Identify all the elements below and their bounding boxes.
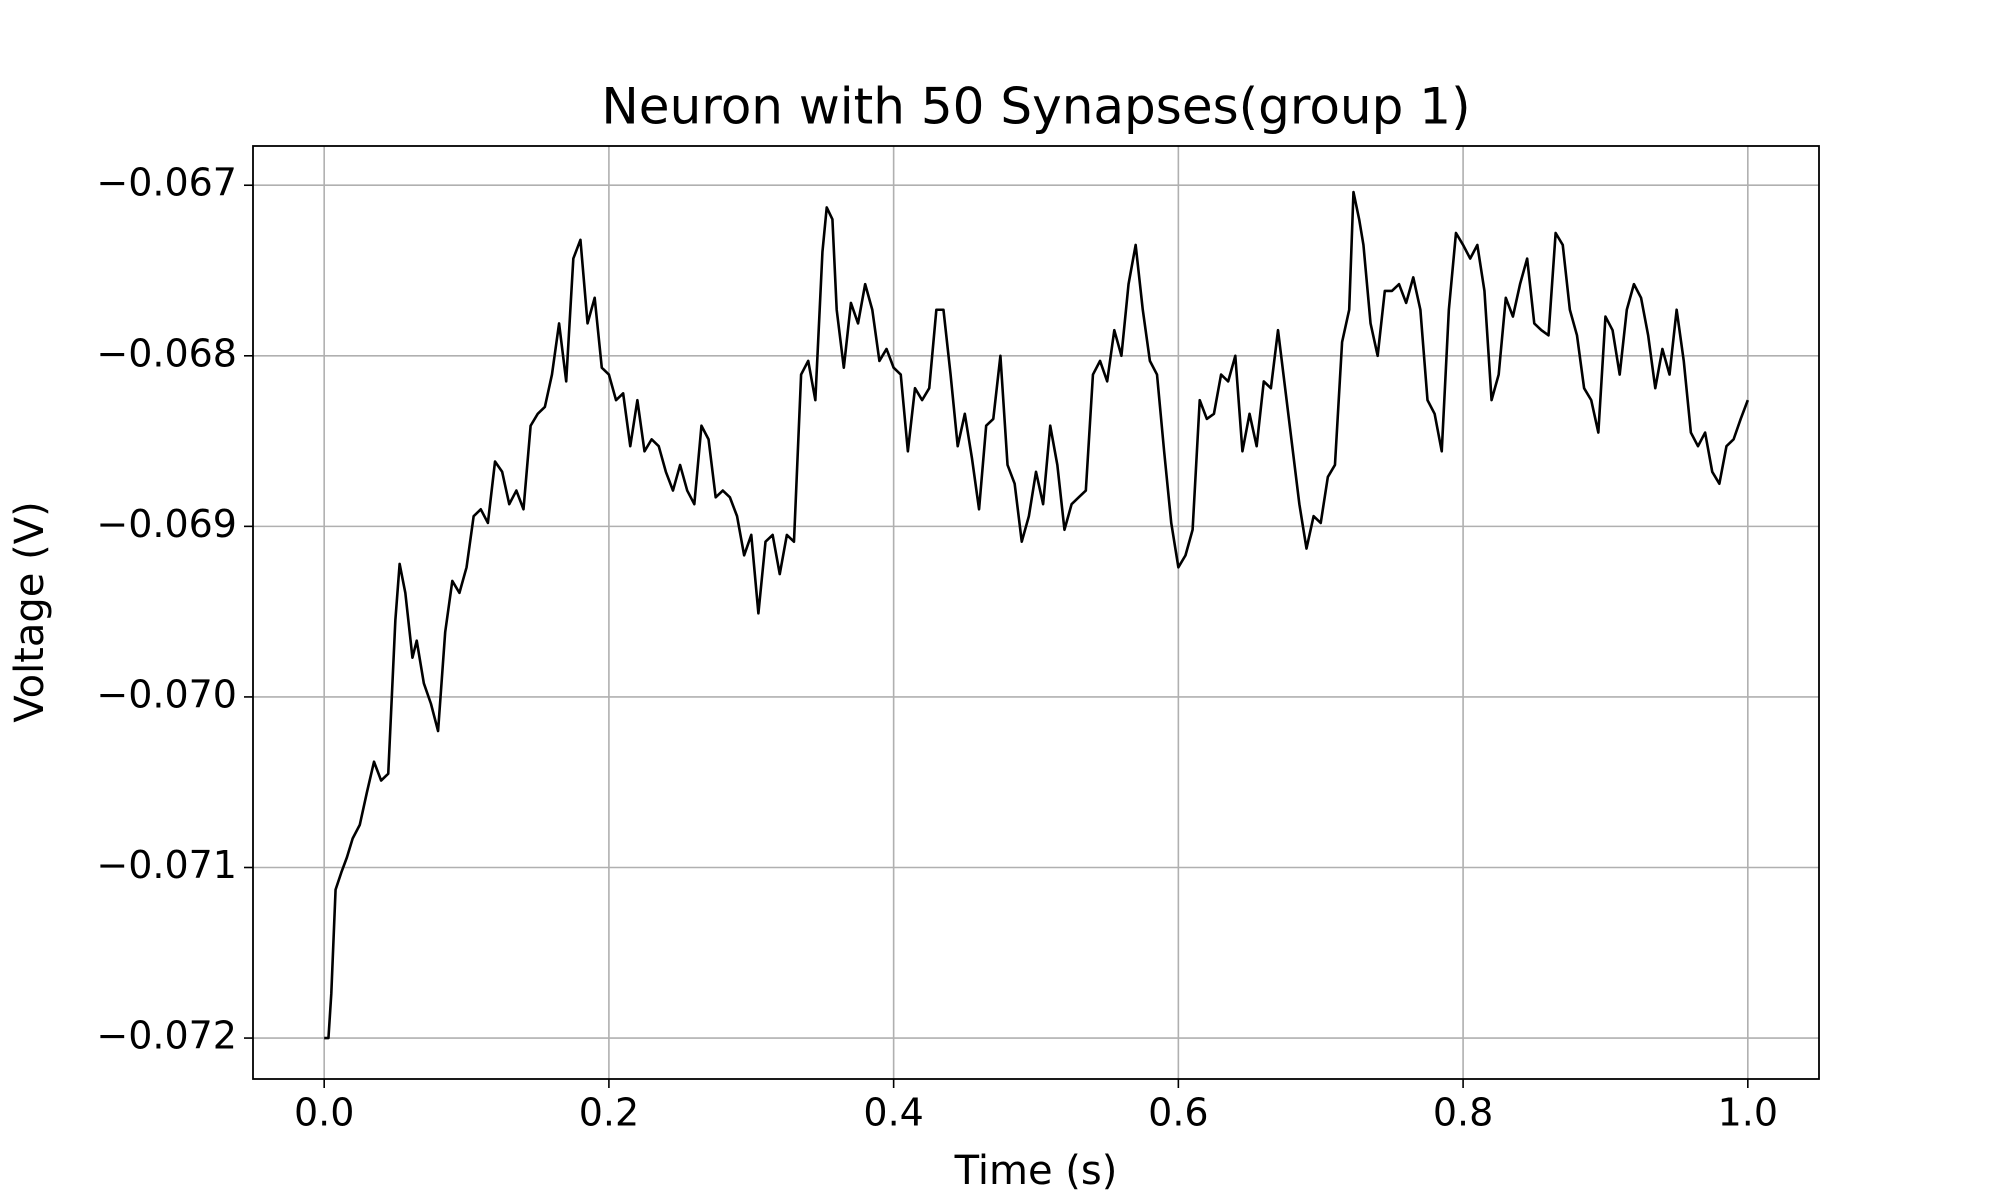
y-tick-label: −0.068 — [96, 331, 237, 375]
y-tick-label: −0.070 — [96, 672, 237, 716]
x-tick-label: 0.6 — [1148, 1091, 1208, 1135]
voltage-line — [324, 190, 1750, 1040]
plot-frame — [252, 145, 1820, 1080]
x-tick-label: 0.2 — [579, 1091, 639, 1135]
y-tick-label: −0.071 — [96, 843, 237, 887]
y-tick-label: −0.069 — [96, 502, 237, 546]
x-tick-label: 0.8 — [1433, 1091, 1493, 1135]
x-tick-label: 0.0 — [294, 1091, 354, 1135]
chart-title: Neuron with 50 Synapses(group 1) — [601, 78, 1470, 136]
y-tick-label: −0.067 — [96, 161, 237, 205]
x-tick-label: 1.0 — [1718, 1091, 1778, 1135]
y-axis-label: Voltage (V) — [7, 501, 53, 722]
x-tick-label: 0.4 — [863, 1091, 923, 1135]
x-axis-label: Time (s) — [954, 1148, 1118, 1194]
y-tick-label: −0.072 — [96, 1014, 237, 1058]
